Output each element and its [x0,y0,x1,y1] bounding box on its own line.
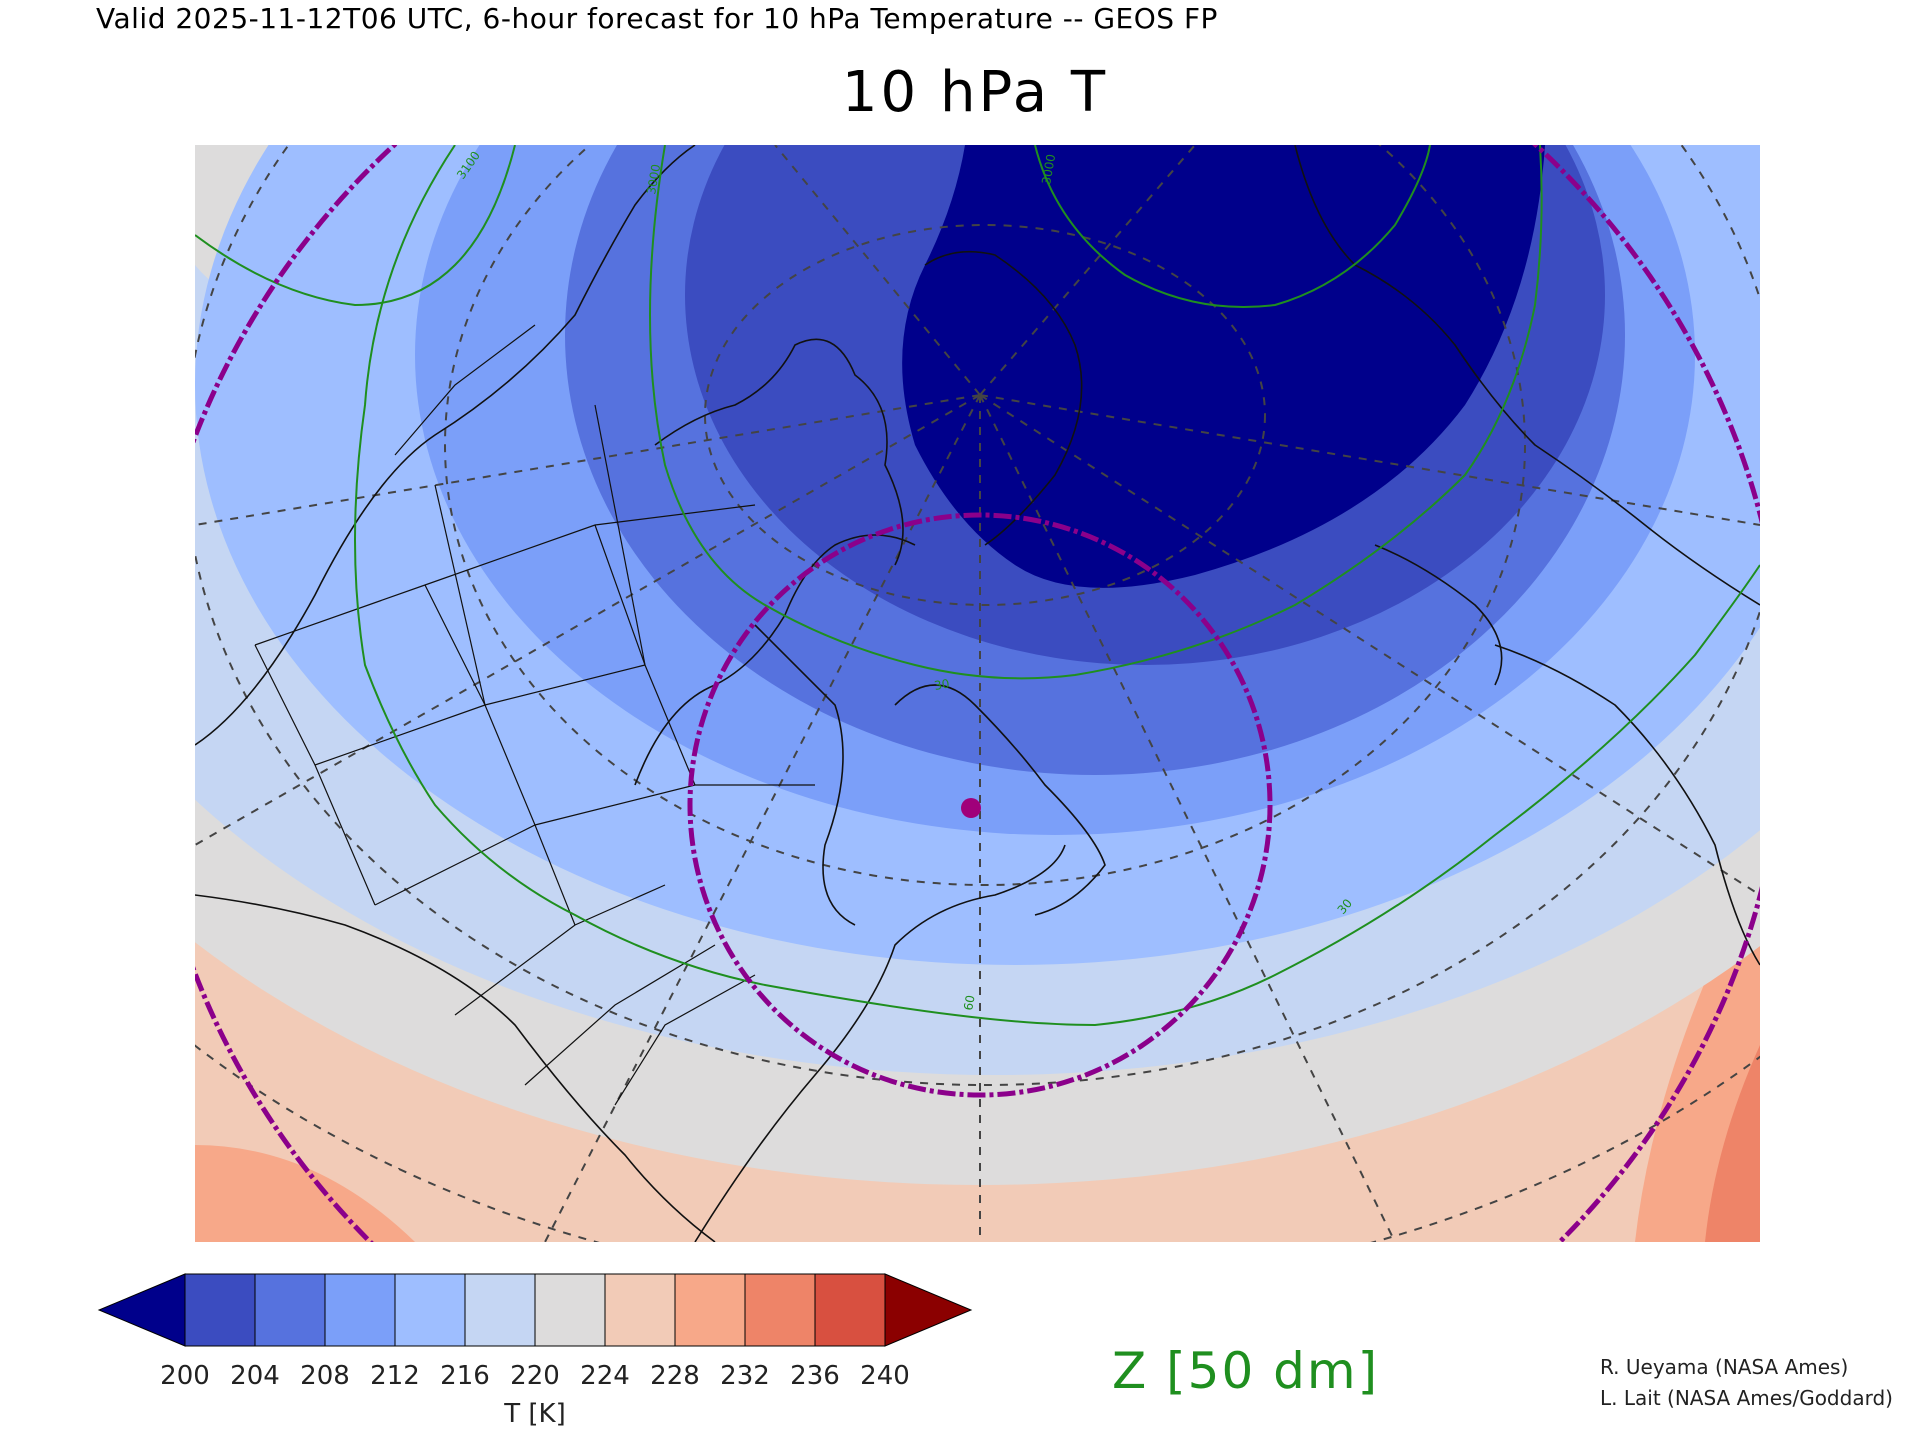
contour-label: 3000 [644,163,663,196]
credit-line-2: L. Lait (NASA Ames/Goddard) [1600,1386,1893,1410]
geopotential-legend: Z [50 dm] [1112,1342,1380,1400]
map-title: 10 hPa T [841,60,1109,125]
geopotential-contours [195,145,1760,1027]
colorbar-cell [814,1273,886,1347]
colorbar-tick-label: 224 [580,1361,630,1391]
colorbar: 200 204 208 212 216 220 224 228 232 236 240 T [K] [95,1268,995,1432]
band-236-east [1705,1045,1760,1242]
band-cold-core [902,145,1545,588]
colorbar-cell [254,1273,326,1347]
contour-label: 30 [933,677,950,693]
colorbar-tick-label: 208 [300,1361,350,1391]
coastlines [195,145,1760,1242]
colorbar-cell [604,1273,676,1347]
vortex-edge-rings [195,145,1760,1242]
colorbar-cell [394,1273,466,1347]
colorbar-tick-label: 232 [720,1361,770,1391]
colorbar-cell [324,1273,396,1347]
colorbar-label: T [K] [503,1399,565,1428]
colorbar-cell [674,1273,746,1347]
colorbar-cell [464,1273,536,1347]
temperature-map[interactable]: 3100 3000 3000 30 30 60 [195,145,1760,1242]
band-232 [195,1145,415,1242]
colorbar-cell [744,1273,816,1347]
colorbar-tick-label: 228 [650,1361,700,1391]
colorbar-tick-label: 220 [510,1361,560,1391]
vortex-center-marker[interactable] [961,798,981,818]
colorbar-cell [534,1273,606,1347]
contour-label: 3000 [1039,153,1058,186]
political-boundaries [254,324,815,1106]
colorbar-tick-label: 240 [860,1361,910,1391]
contour-label: 60 [961,994,977,1011]
valid-time-header: Valid 2025-11-12T06 UTC, 6-hour forecast… [96,2,1218,35]
credit-line-1: R. Ueyama (NASA Ames) [1600,1355,1849,1379]
colorbar-tick-label: 216 [440,1361,490,1391]
colorbar-cell [184,1273,256,1347]
colorbar-tick-label: 204 [230,1361,280,1391]
colorbar-tick-label: 212 [370,1361,420,1391]
colorbar-tick-label: 236 [790,1361,840,1391]
graticule [195,145,1760,1242]
colorbar-below-arrow [97,1273,186,1347]
colorbar-above-arrow [884,1273,973,1347]
colorbar-tick-label: 200 [160,1361,210,1391]
